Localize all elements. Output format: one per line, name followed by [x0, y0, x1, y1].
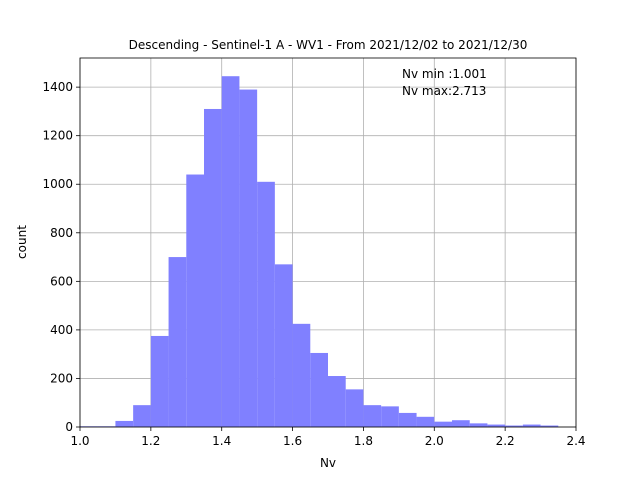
y-tick-label: 200: [50, 371, 73, 385]
histogram-bar: [505, 425, 523, 427]
histogram-bar: [381, 406, 399, 427]
x-tick-label: 1.2: [141, 434, 160, 448]
histogram-bar: [292, 323, 311, 427]
histogram-bar: [398, 412, 417, 427]
chart-title: Descending - Sentinel-1 A - WV1 - From 2…: [129, 38, 528, 52]
y-tick-label: 0: [65, 420, 73, 434]
histogram-bar: [115, 420, 134, 427]
histogram-bar: [186, 174, 204, 427]
histogram-bar: [522, 424, 541, 427]
histogram-bar: [168, 257, 187, 427]
histogram-bar: [328, 376, 346, 427]
y-axis-label: count: [15, 225, 29, 259]
histogram-bar: [310, 352, 328, 427]
histogram-bar: [257, 181, 275, 427]
histogram-bar: [452, 420, 470, 427]
y-tick-label: 800: [50, 226, 73, 240]
histogram-bar: [239, 89, 258, 428]
y-tick-label: 1000: [42, 177, 73, 191]
x-tick-label: 1.0: [70, 434, 89, 448]
histogram-bar: [150, 335, 169, 427]
histogram-bar: [133, 405, 151, 427]
plot-frame: [79, 57, 577, 428]
x-tick-label: 1.4: [212, 434, 231, 448]
y-tick-label: 1200: [42, 129, 73, 143]
histogram-bar: [274, 264, 293, 427]
histogram-bar: [416, 416, 435, 427]
histogram-bar: [363, 405, 382, 427]
y-tick-label: 600: [50, 274, 73, 288]
histogram-bar: [434, 421, 452, 427]
axis-ticks: 1.0 1.2 1.4 1.6 1.8 2.0 2.2 2.4 0 200 400 600 800 100…: [42, 80, 585, 448]
histogram-bars: [80, 76, 559, 428]
nv-min-annotation: Nv min :1.001: [402, 67, 487, 81]
x-tick-label: 2.2: [496, 434, 515, 448]
y-tick-label: 1400: [42, 80, 73, 94]
histogram-bar: [221, 76, 240, 427]
histogram-bar: [469, 423, 488, 427]
histogram-bar: [204, 108, 222, 428]
x-tick-label: 2.0: [425, 434, 444, 448]
x-tick-label: 1.8: [354, 434, 373, 448]
x-axis-label: Nv: [320, 456, 336, 470]
nv-max-annotation: Nv max:2.713: [402, 84, 486, 98]
histogram-bar: [540, 425, 559, 427]
y-tick-label: 400: [50, 323, 73, 337]
histogram-bar: [487, 424, 506, 427]
histogram-bar: [345, 389, 364, 427]
x-tick-label: 2.4: [566, 434, 585, 448]
grid-lines: [79, 58, 577, 428]
x-tick-label: 1.6: [283, 434, 302, 448]
